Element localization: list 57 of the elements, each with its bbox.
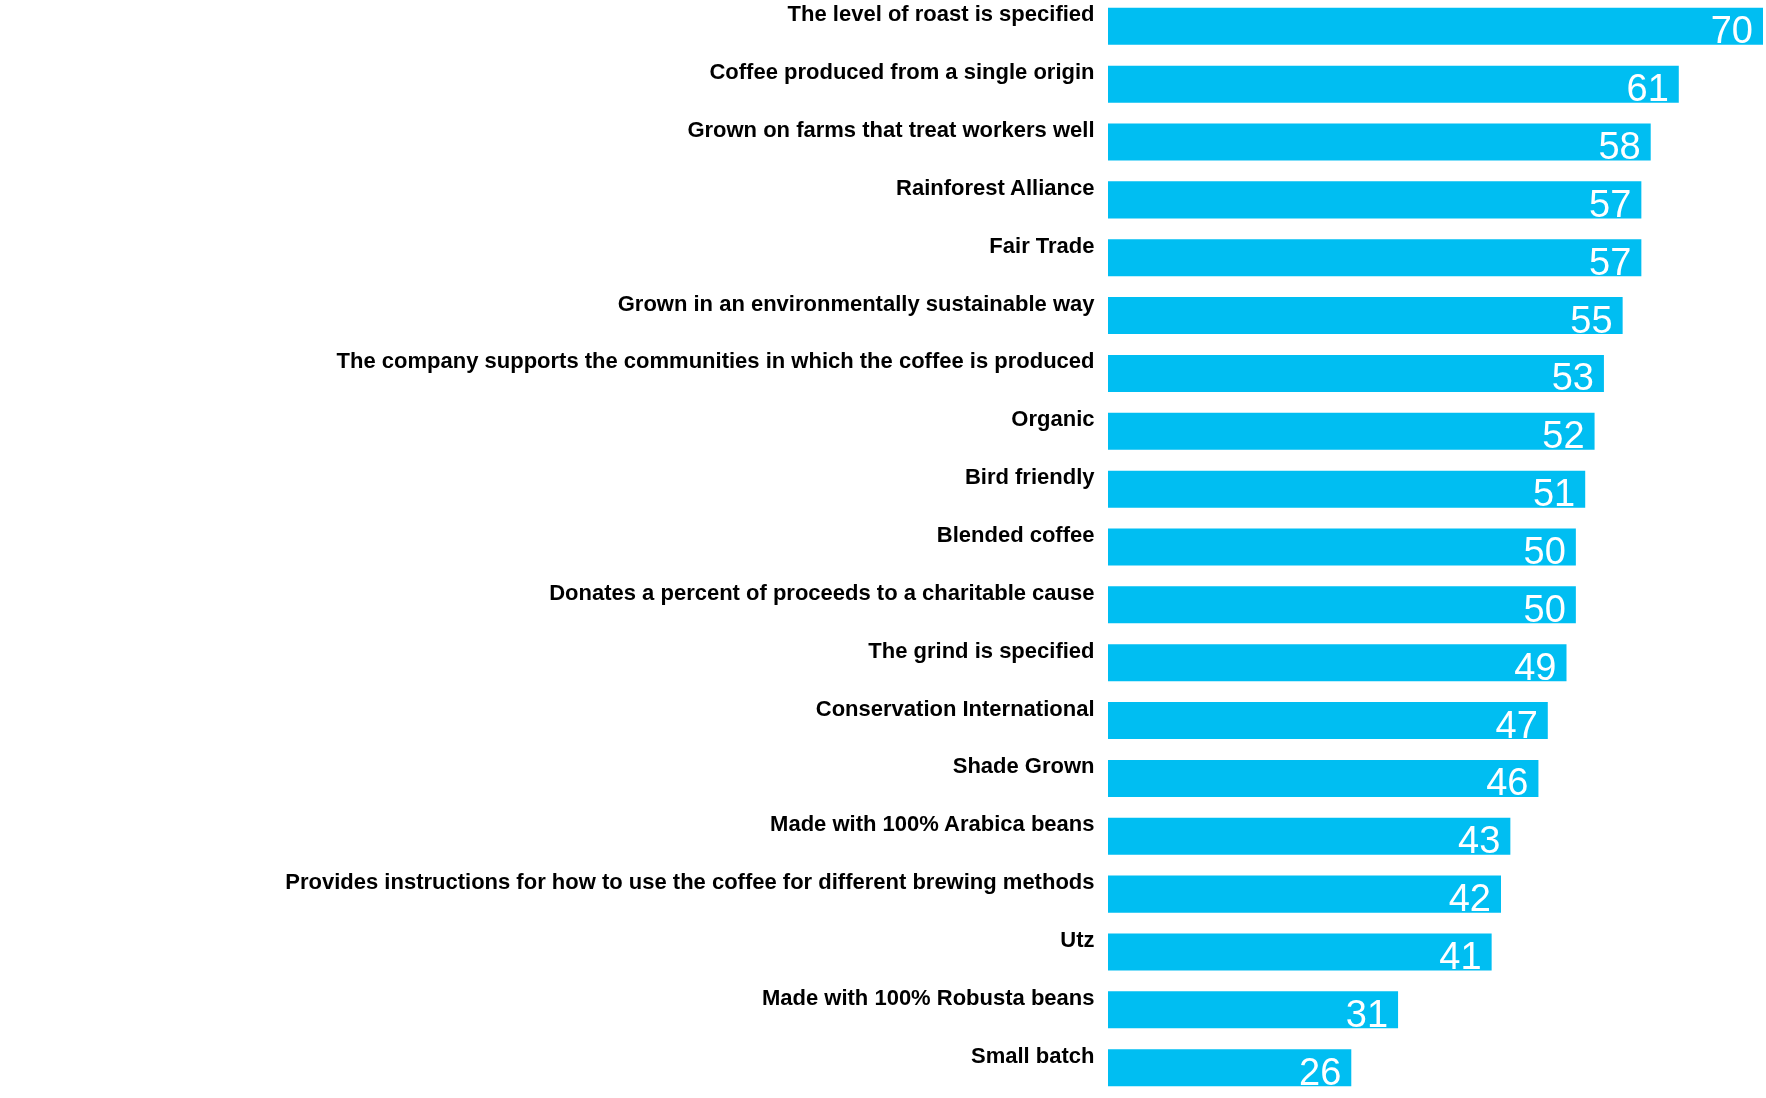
bar <box>1108 239 1642 277</box>
y-tick-label: Utz <box>1060 926 1095 952</box>
data-label: 41 <box>1439 934 1482 977</box>
bar <box>1108 528 1576 566</box>
y-tick-label: Organic <box>1011 406 1095 432</box>
bar <box>1108 181 1642 219</box>
y-tick-label: Coffee produced from a single origin <box>709 59 1095 85</box>
y-tick-label: The company supports the communities in which the coffee is produced <box>336 348 1095 374</box>
y-tick-label: Bird friendly <box>964 464 1096 490</box>
bar <box>1108 586 1576 624</box>
bar <box>1108 1049 1352 1087</box>
bar <box>1108 297 1623 335</box>
y-tick-label: The level of roast is specified <box>787 1 1095 27</box>
bar <box>1108 7 1763 45</box>
data-label: 47 <box>1495 703 1538 746</box>
data-label: 70 <box>1710 9 1753 52</box>
data-label: 52 <box>1542 414 1585 457</box>
data-label: 58 <box>1598 125 1641 168</box>
bar <box>1108 65 1679 103</box>
y-tick-label: Blended coffee <box>936 522 1095 547</box>
data-label: 50 <box>1523 587 1566 630</box>
bar <box>1108 759 1539 797</box>
data-label: 46 <box>1486 761 1529 804</box>
bar <box>1108 123 1651 161</box>
y-tick-label: Small batch <box>971 1042 1095 1068</box>
bar <box>1108 412 1595 450</box>
data-label: 43 <box>1458 819 1501 862</box>
data-label: 57 <box>1589 240 1632 283</box>
y-tick-label: Fair Trade <box>989 232 1095 258</box>
data-label: 61 <box>1626 67 1669 110</box>
bar <box>1108 875 1501 913</box>
data-label: 26 <box>1299 1050 1342 1093</box>
y-tick-label: Donates a percent of proceeds to a charitable cause <box>549 579 1095 605</box>
bar <box>1108 933 1492 971</box>
data-label: 42 <box>1448 877 1491 920</box>
y-tick-label: Grown on farms that treat workers well <box>687 117 1095 143</box>
data-label: 49 <box>1514 645 1557 688</box>
data-label: 31 <box>1345 992 1389 1035</box>
data-label: 50 <box>1523 530 1566 572</box>
y-tick-label: The grind is specified <box>868 637 1095 663</box>
y-tick-label: Provides instructions for how to use the coffee for different brewing methods <box>285 869 1095 895</box>
bar <box>1108 991 1399 1029</box>
bar <box>1108 470 1586 508</box>
bar <box>1108 644 1567 682</box>
bar <box>1108 817 1511 855</box>
bar <box>1108 354 1604 392</box>
y-tick-label: Made with 100% Robusta beans <box>761 984 1095 1010</box>
data-label: 57 <box>1589 182 1632 225</box>
bar <box>1108 702 1548 740</box>
data-label: 53 <box>1551 356 1594 399</box>
y-tick-label: Grown in an environmentally sustainable way <box>617 290 1096 316</box>
data-label: 51 <box>1532 472 1576 515</box>
y-tick-label: Made with 100% Arabica beans <box>770 811 1095 837</box>
y-tick-label: Shade Grown <box>952 753 1095 779</box>
y-tick-label: Conservation International <box>815 695 1095 721</box>
data-label: 55 <box>1570 298 1613 341</box>
y-tick-label: Rainforest Alliance <box>896 174 1095 200</box>
